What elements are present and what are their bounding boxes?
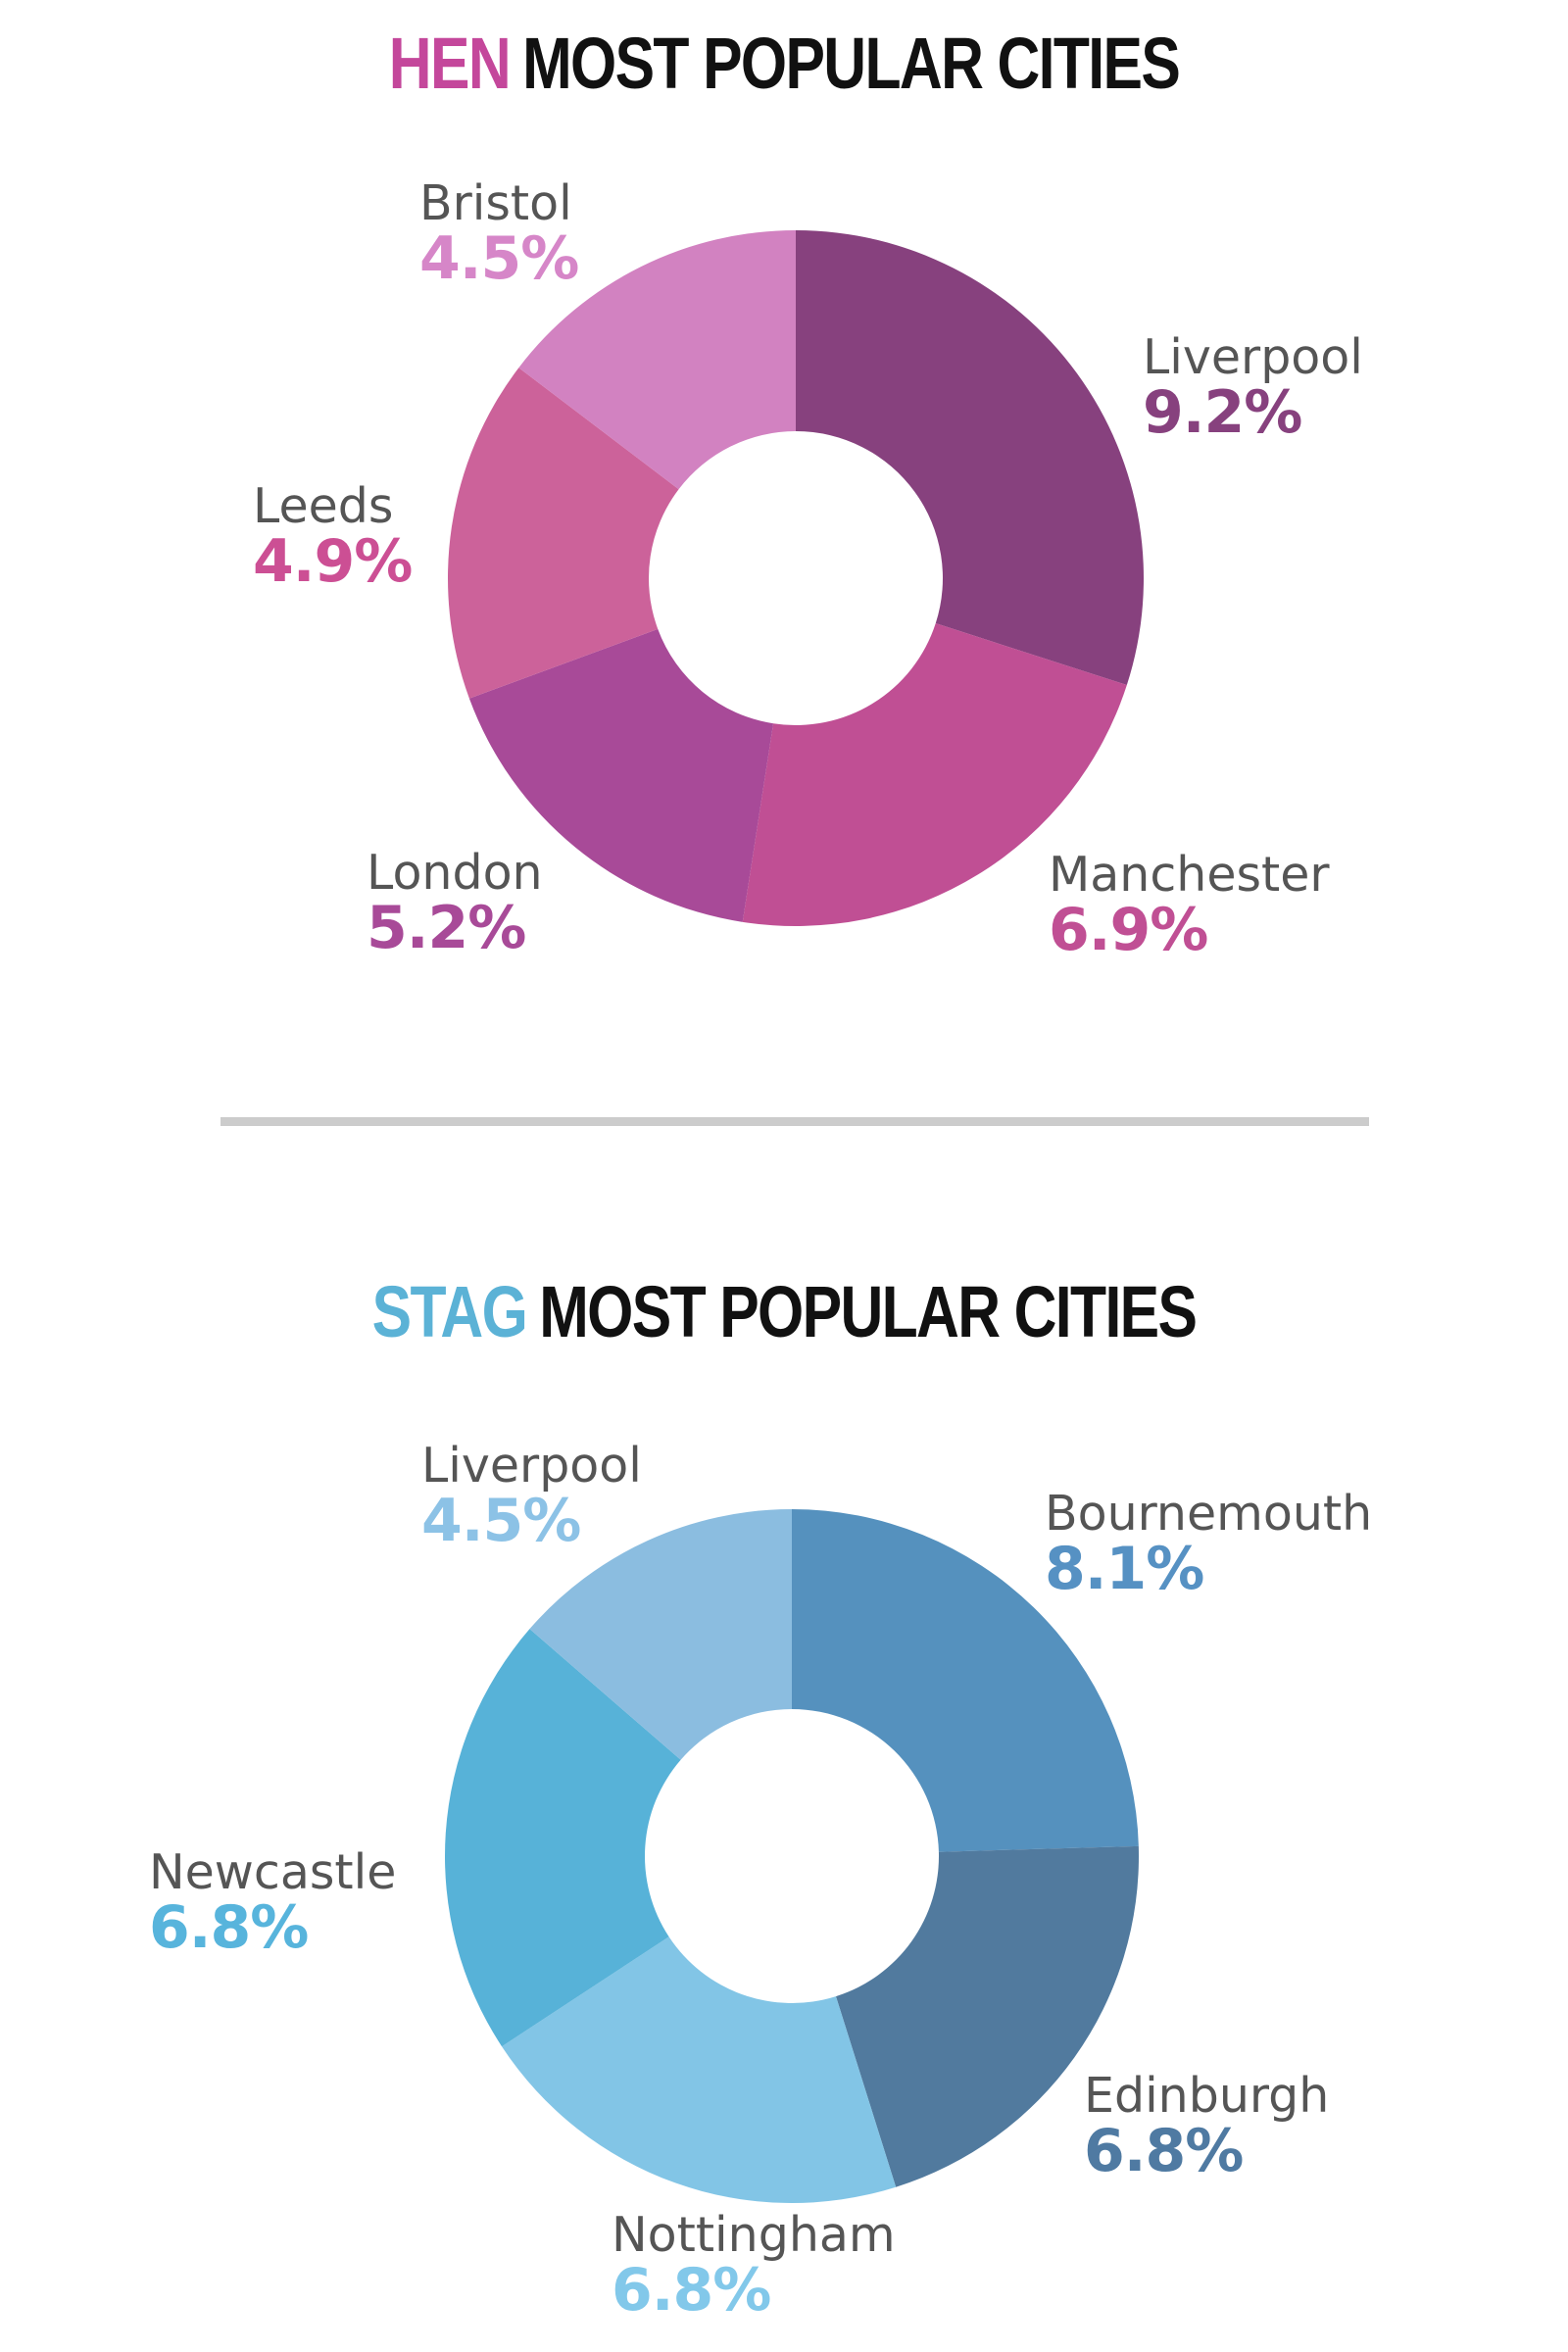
stag-label-edinburgh: Edinburgh 6.8% xyxy=(1084,2072,1329,2180)
hen-bristol-value: 4.5% xyxy=(419,224,579,293)
hen-leeds-value: 4.9% xyxy=(253,527,413,596)
stag-edinburgh-value: 6.8% xyxy=(1084,2117,1244,2185)
hen-liverpool-name: Liverpool xyxy=(1143,329,1363,385)
stag-label-bournemouth: Bournemouth 8.1% xyxy=(1045,1490,1372,1598)
stag-donut-chart xyxy=(445,1509,1139,2203)
hen-donut-chart xyxy=(448,230,1144,926)
stag-nottingham-value: 6.8% xyxy=(612,2256,771,2325)
stag-title-rest: MOST POPULAR CITIES xyxy=(539,1271,1198,1352)
stag-slice-newcastle xyxy=(445,1629,681,2047)
stag-bournemouth-value: 8.1% xyxy=(1045,1535,1204,1603)
hen-london-name: London xyxy=(367,845,543,901)
stag-label-newcastle: Newcastle 6.8% xyxy=(149,1848,396,1957)
hen-title-accent: HEN xyxy=(388,23,512,104)
hen-leeds-name: Leeds xyxy=(253,478,394,534)
stag-slice-bournemouth xyxy=(792,1509,1139,1852)
hen-bristol-name: Bristol xyxy=(419,175,572,231)
hen-slice-bristol xyxy=(518,230,796,490)
stag-liverpool-name: Liverpool xyxy=(421,1438,642,1494)
hen-slice-london xyxy=(468,628,774,922)
hen-label-leeds: Leeds 4.9% xyxy=(253,478,413,596)
hen-label-london: London 5.2% xyxy=(367,849,543,957)
stag-slice-edinburgh xyxy=(835,1845,1139,2187)
stag-label-liverpool: Liverpool 4.5% xyxy=(421,1442,642,1550)
stag-liverpool-value: 4.5% xyxy=(421,1487,581,1555)
stag-label-nottingham: Nottingham 6.8% xyxy=(612,2211,896,2320)
hen-label-manchester: Manchester 6.9% xyxy=(1049,851,1330,959)
stag-slice-nottingham xyxy=(502,1936,897,2203)
hen-manchester-name: Manchester xyxy=(1049,847,1330,903)
hen-liverpool-value: 9.2% xyxy=(1143,378,1302,447)
stag-edinburgh-name: Edinburgh xyxy=(1084,2068,1330,2124)
stag-nottingham-name: Nottingham xyxy=(612,2207,896,2263)
stag-newcastle-value: 6.8% xyxy=(149,1893,309,1962)
hen-title-rest: MOST POPULAR CITIES xyxy=(522,23,1181,104)
hen-label-liverpool: Liverpool 9.2% xyxy=(1143,333,1363,442)
stag-chart-title: STAG MOST POPULAR CITIES xyxy=(141,1270,1427,1353)
stag-newcastle-name: Newcastle xyxy=(149,1844,397,1900)
hen-slice-liverpool xyxy=(796,230,1144,686)
stag-title-accent: STAG xyxy=(371,1271,528,1352)
section-divider xyxy=(220,1117,1369,1126)
hen-slice-leeds xyxy=(448,368,679,699)
hen-label-bristol: Bristol 4.5% xyxy=(419,175,579,293)
stag-bournemouth-name: Bournemouth xyxy=(1045,1486,1373,1542)
stag-slice-liverpool xyxy=(529,1509,792,1760)
hen-chart-title: HEN MOST POPULAR CITIES xyxy=(141,22,1427,105)
hen-manchester-value: 6.9% xyxy=(1049,896,1208,964)
hen-slice-manchester xyxy=(742,623,1127,926)
hen-london-value: 5.2% xyxy=(367,894,526,962)
